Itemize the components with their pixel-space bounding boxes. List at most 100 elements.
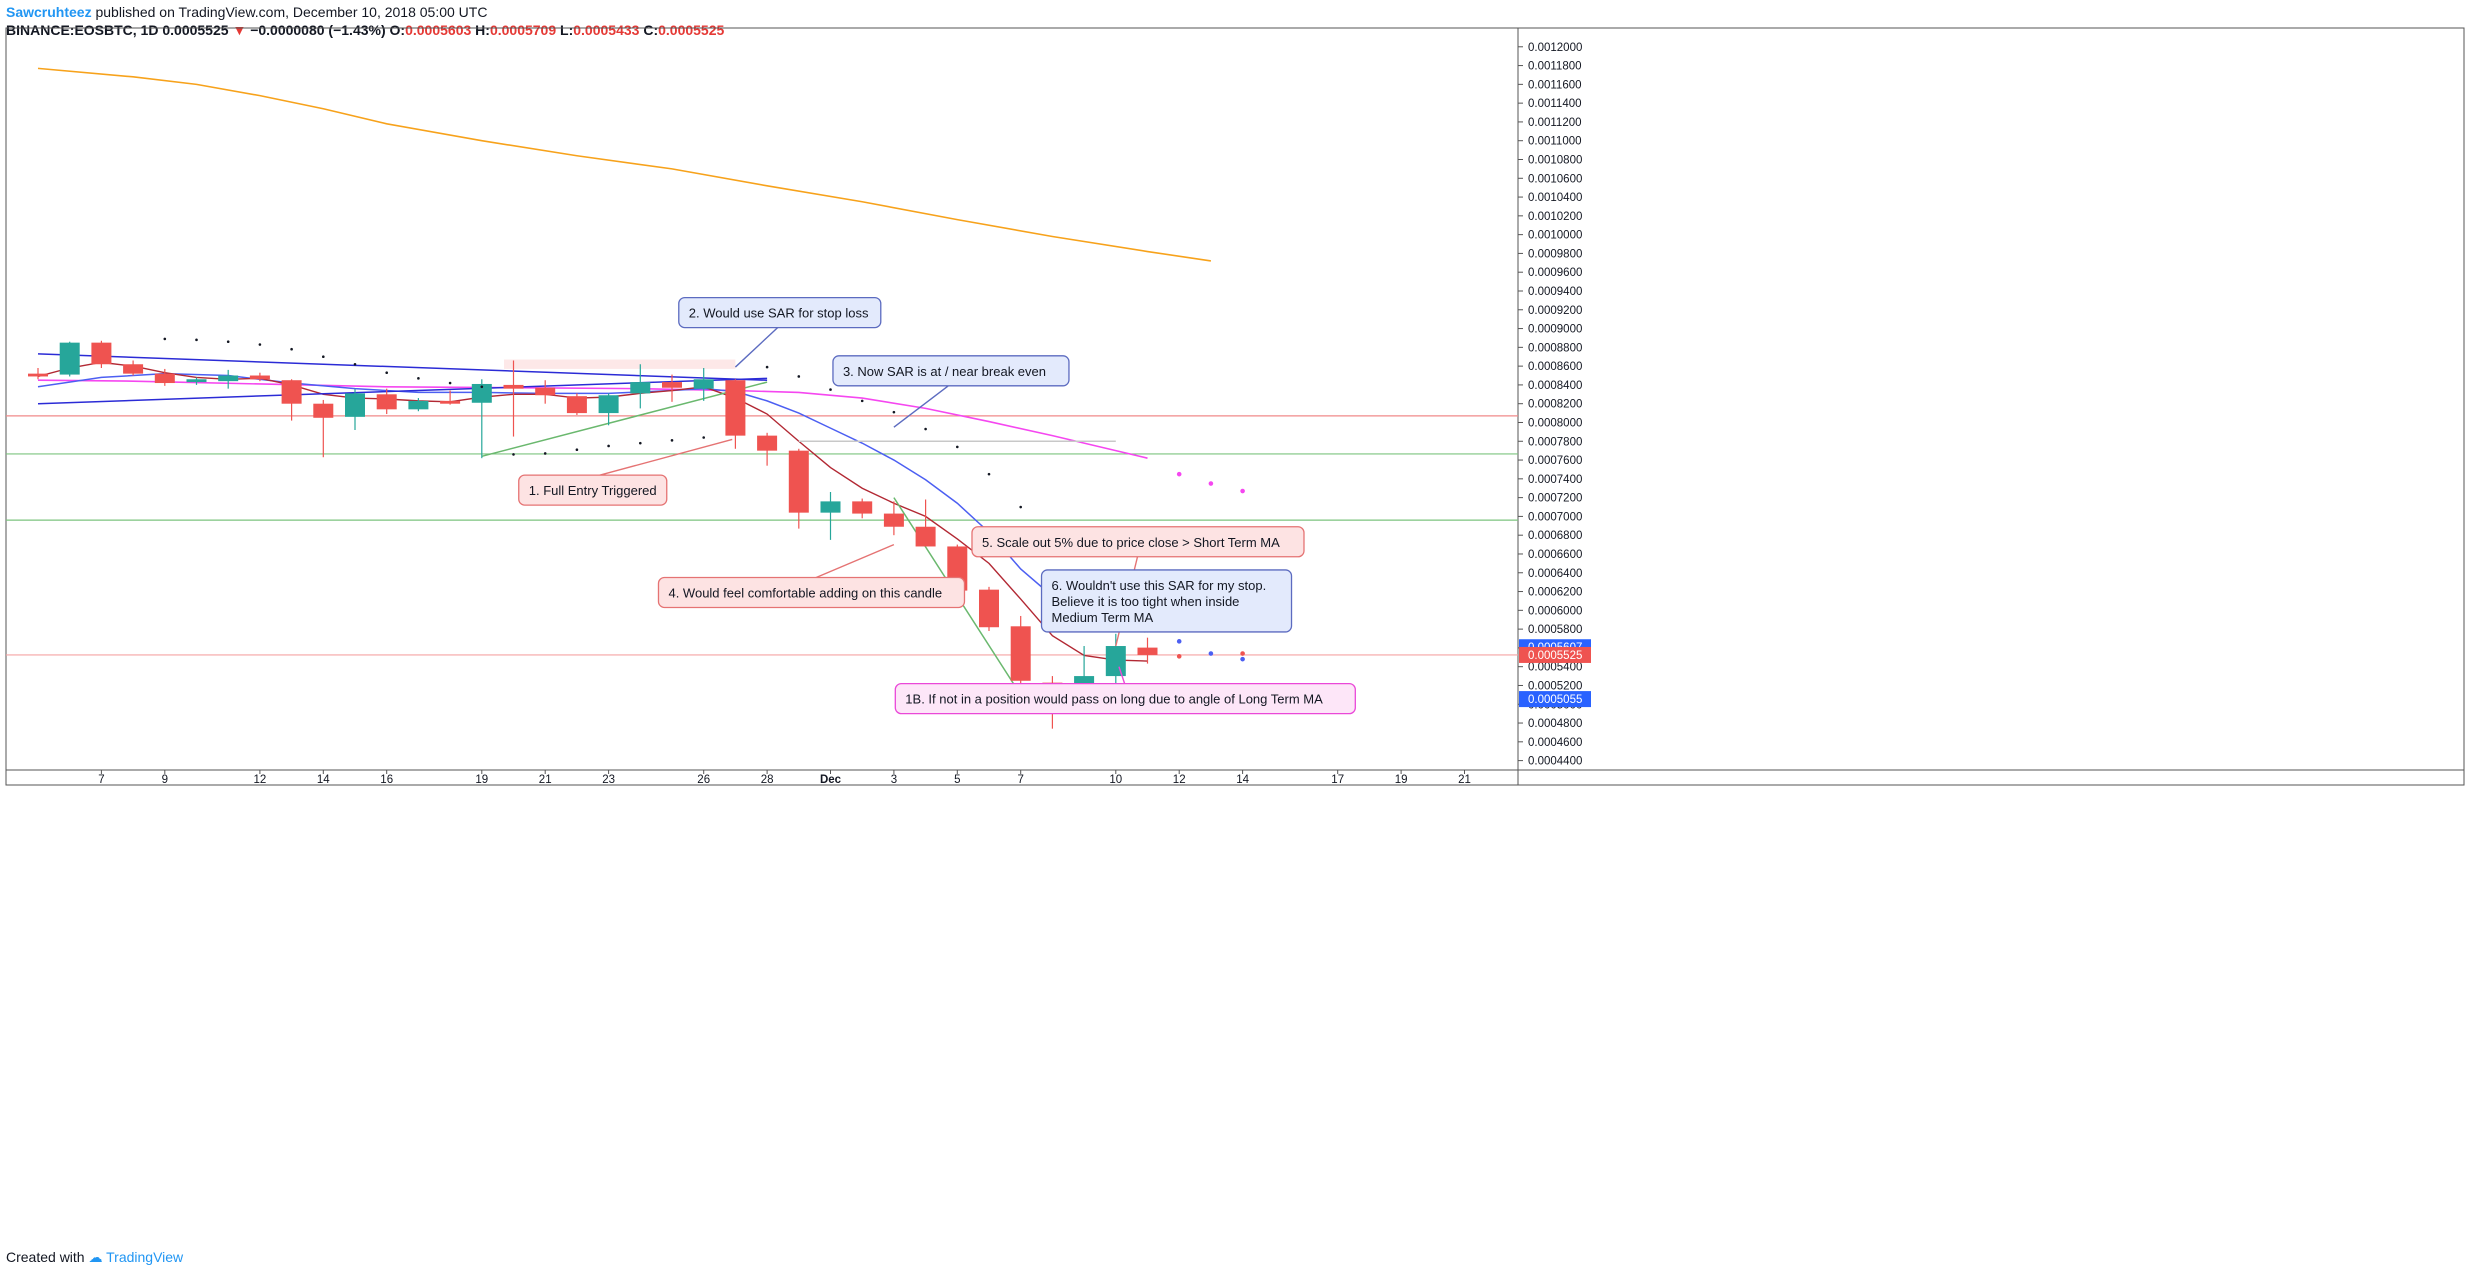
callout-box xyxy=(678,296,882,329)
callout-text: 4. Would feel comfortable adding on this… xyxy=(668,585,942,600)
candle-up xyxy=(693,379,714,389)
price-change: −0.0000080 (−1.43%) xyxy=(250,22,386,38)
created-with-text: Created with xyxy=(6,1249,85,1265)
y-tick-label: 0.0010400 xyxy=(1528,192,1582,204)
y-tick-label: 0.0005400 xyxy=(1528,662,1582,674)
sar-dot xyxy=(702,436,705,439)
y-tick-label: 0.0007400 xyxy=(1528,474,1582,486)
price-tag-label: 0.0005055 xyxy=(1528,694,1582,706)
y-tick-label: 0.0011200 xyxy=(1528,117,1582,129)
sar-dot xyxy=(322,355,325,359)
x-tick-label: 14 xyxy=(1236,774,1249,786)
y-tick-label: 0.0006200 xyxy=(1528,587,1582,599)
x-tick-label: 19 xyxy=(1395,774,1408,786)
trendline xyxy=(37,353,768,381)
candle-down xyxy=(1137,647,1158,655)
y-tick-label: 0.0009000 xyxy=(1528,324,1582,336)
candle-up xyxy=(345,393,365,417)
y-tick-label: 0.0007800 xyxy=(1528,436,1582,448)
y-tick-label: 0.0008600 xyxy=(1528,361,1582,373)
medium-term-ma-line xyxy=(37,372,1148,633)
y-tick-label: 0.0005800 xyxy=(1528,624,1582,636)
y-tick-label: 0.0004800 xyxy=(1528,718,1582,730)
callout-text: 3. Now SAR is at / near break even xyxy=(843,364,1046,379)
candle-down xyxy=(503,384,524,389)
x-tick-label: 21 xyxy=(1458,774,1471,786)
candle-down xyxy=(725,380,746,436)
sar-dot xyxy=(512,453,515,456)
footer: Created with ☁ TradingView xyxy=(6,1248,183,1266)
callout-box xyxy=(1040,569,1293,633)
y-tick-label: 0.0004400 xyxy=(1528,756,1582,768)
y-tick-label: 0.0008200 xyxy=(1528,399,1582,411)
x-tick-label: 9 xyxy=(162,774,168,786)
tradingview-brand[interactable]: TradingView xyxy=(106,1249,184,1265)
candle-down xyxy=(28,373,48,377)
annotation-callout: 1B. If not in a position would pass on l… xyxy=(894,666,1356,715)
y-tick-label: 0.0011600 xyxy=(1528,79,1582,91)
last-price: 0.0005525 xyxy=(162,22,229,38)
candle-down xyxy=(979,589,999,628)
y-tick-label: 0.0012000 xyxy=(1528,42,1582,54)
x-tick-label: 7 xyxy=(1017,774,1023,786)
candle-up xyxy=(186,379,207,383)
sar-dot xyxy=(543,452,547,455)
candle-down xyxy=(376,394,397,410)
candle-down xyxy=(662,382,682,388)
price-tag xyxy=(1519,646,1591,663)
sar-dot xyxy=(860,399,864,403)
sar-dot xyxy=(163,337,167,341)
trendline xyxy=(481,381,768,458)
x-tick-label: 12 xyxy=(254,774,267,786)
y-tick-label: 0.0009600 xyxy=(1528,267,1582,279)
x-tick-label: 10 xyxy=(1109,774,1122,786)
x-tick-label: 17 xyxy=(1331,774,1344,786)
close-label: C: xyxy=(643,22,659,38)
callout-text: Medium Term MA xyxy=(1052,610,1154,625)
x-tick-label: 3 xyxy=(891,774,897,786)
callout-text: 2. Would use SAR for stop loss xyxy=(689,306,869,321)
y-tick-label: 0.0008800 xyxy=(1528,342,1582,354)
long-term-ma-line xyxy=(37,67,1212,262)
candle-up xyxy=(218,375,239,382)
candle-up xyxy=(1105,646,1126,677)
published-text: published on TradingView.com, December 1… xyxy=(95,4,488,20)
y-tick-label: 0.0006000 xyxy=(1528,605,1582,617)
symbol-label: BINANCE:EOSBTC, 1D xyxy=(6,22,159,38)
x-tick-label: 28 xyxy=(761,774,774,786)
sar-dot xyxy=(892,410,896,414)
sar-dot xyxy=(258,343,262,346)
callout-text: 6. Wouldn't use this SAR for my stop. xyxy=(1052,578,1267,593)
x-tick-label: 12 xyxy=(1173,774,1186,786)
y-tick-label: 0.0009200 xyxy=(1528,305,1582,317)
candle-up xyxy=(59,342,80,375)
author-name[interactable]: Sawcruhteez xyxy=(6,4,92,20)
candle-down xyxy=(883,513,904,527)
callout-box xyxy=(657,576,966,609)
candle-up xyxy=(471,383,492,403)
sar-dot xyxy=(385,371,389,375)
y-tick-label: 0.0006600 xyxy=(1528,549,1582,561)
sar-dot xyxy=(353,362,357,366)
callout-pointer xyxy=(811,543,895,581)
down-arrow-icon: ▼ xyxy=(232,22,247,38)
low-label: L: xyxy=(560,22,574,38)
sar-dot xyxy=(1019,505,1022,509)
callout-pointer xyxy=(893,383,952,428)
annotation-callout: 4. Would feel comfortable adding on this… xyxy=(657,543,966,609)
y-tick-label: 0.0011000 xyxy=(1528,136,1582,148)
sar-dot xyxy=(765,365,769,369)
sar-dot xyxy=(290,347,293,351)
x-tick-label: 21 xyxy=(539,774,552,786)
candle-down xyxy=(440,400,461,404)
sar-dot xyxy=(607,444,610,448)
candle-up xyxy=(598,395,619,414)
callout-box xyxy=(971,526,1305,558)
sar-dot xyxy=(639,441,642,445)
sar-dot xyxy=(924,427,927,431)
callout-box xyxy=(894,682,1356,715)
sar-dot xyxy=(987,472,991,476)
symbol-ohlc-line: BINANCE:EOSBTC, 1D 0.0005525 ▼ −0.000008… xyxy=(6,20,724,40)
sar-dot xyxy=(1240,656,1245,662)
